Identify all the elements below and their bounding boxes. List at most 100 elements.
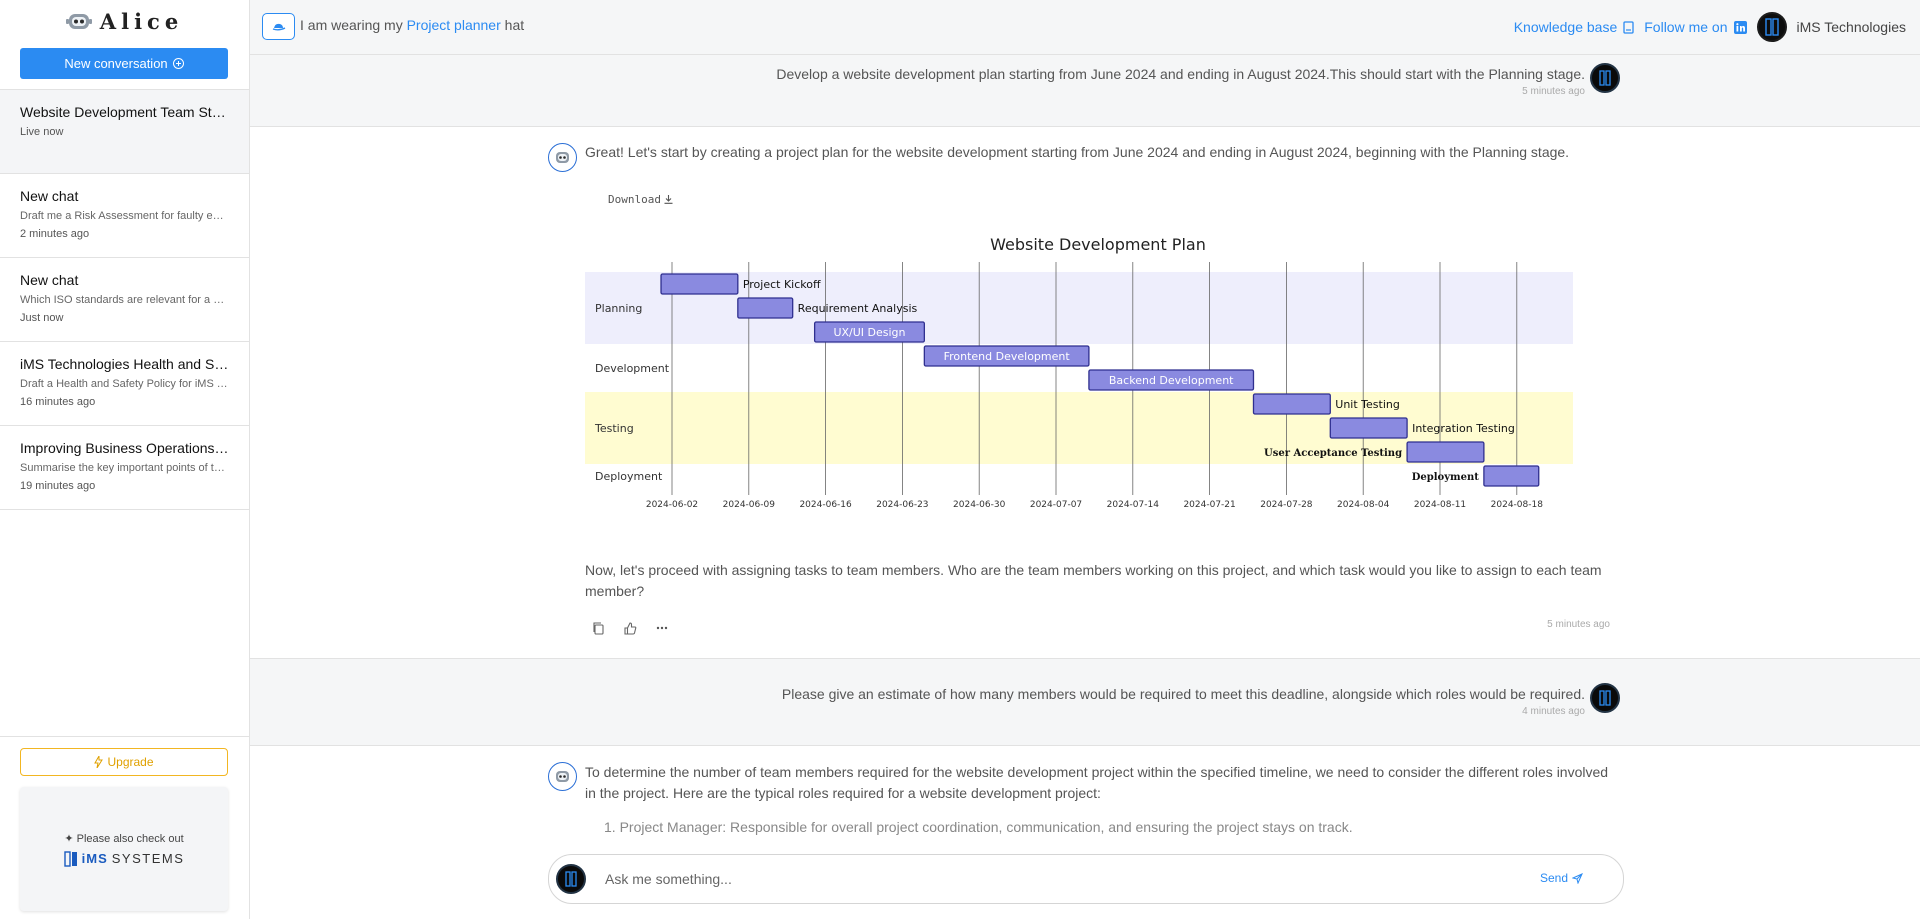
category-label: Deployment	[595, 470, 663, 483]
thumbs-up-icon	[623, 621, 636, 635]
chat-time: Just now	[20, 312, 64, 324]
task-label: UX/UI Design	[833, 326, 905, 339]
message-input[interactable]	[605, 869, 1485, 889]
upgrade-button[interactable]: Upgrade	[20, 748, 228, 776]
follow-link[interactable]: Follow me on	[1644, 19, 1747, 35]
promo-card[interactable]: ✦ Please also check out iMS SYSTEMS	[20, 787, 228, 911]
assistant-message-text: To determine the number of team members …	[585, 764, 1609, 801]
category-band	[585, 464, 1573, 488]
x-tick-label: 2024-06-02	[646, 500, 698, 510]
message-actions	[590, 620, 670, 636]
category-label: Testing	[594, 422, 634, 435]
message-composer: Send	[548, 854, 1624, 904]
chat-item[interactable]: iMS Technologies Health and Safety Polic…	[0, 342, 249, 426]
hat-button[interactable]	[262, 13, 295, 40]
chart-title: Website Development Plan	[990, 235, 1206, 254]
knowledge-base-link[interactable]: Knowledge base	[1514, 19, 1635, 35]
chat-preview: Draft a Health and Safety Policy for iMS…	[20, 378, 229, 390]
task-label: User Acceptance Testing	[1264, 448, 1402, 459]
linkedin-icon	[1733, 20, 1747, 34]
task-label: Requirement Analysis	[798, 302, 918, 315]
category-label: Planning	[595, 302, 642, 315]
hat-suffix: hat	[504, 17, 525, 33]
download-icon	[664, 195, 673, 204]
x-tick-label: 2024-07-14	[1107, 500, 1160, 510]
user-message-text: Please give an estimate of how many memb…	[781, 686, 1585, 702]
send-button[interactable]: Send	[1540, 871, 1583, 885]
category-labels: Planning Development Testing Deployment	[594, 302, 670, 483]
chat-item[interactable]: New chat Which ISO standards are relevan…	[0, 258, 249, 342]
assistant-message-text: Great! Let's start by creating a project…	[585, 144, 1570, 160]
plus-circle-icon	[172, 58, 184, 69]
upgrade-label: Upgrade	[107, 755, 154, 769]
sidebar: Alice New conversation Website Developme…	[0, 0, 250, 919]
knowledge-base-label: Knowledge base	[1513, 19, 1618, 35]
hat-prefix: I am wearing my	[300, 17, 403, 33]
download-button[interactable]: Download	[608, 193, 673, 206]
thumbs-up-button[interactable]	[622, 620, 638, 636]
x-tick-label: 2024-07-28	[1260, 500, 1313, 510]
chat-time: Live now	[20, 126, 64, 138]
assistant-followup-text: Now, let's proceed with assigning tasks …	[585, 562, 1602, 599]
ims-systems-logo: iMS SYSTEMS	[63, 850, 185, 867]
promo-note-text: Please also check out	[76, 832, 184, 845]
task-bar	[1406, 441, 1485, 463]
x-tick-label: 2024-06-30	[953, 500, 1006, 510]
task-bar	[1483, 465, 1540, 487]
assistant-avatar	[548, 762, 577, 791]
task-label: Project Kickoff	[743, 278, 821, 291]
sparkle-icon: ✦	[64, 832, 74, 845]
robot-icon	[556, 152, 569, 163]
task-bar	[660, 273, 739, 295]
x-tick-label: 2024-08-11	[1414, 500, 1466, 510]
new-conversation-button[interactable]: New conversation	[20, 48, 228, 79]
chat-item[interactable]: New chat Draft me a Risk Assessment for …	[0, 174, 249, 258]
x-tick-label: 2024-06-16	[799, 500, 852, 510]
ellipsis-icon	[656, 626, 668, 630]
task-bars: Project Kickoff Requirement Analysis UX/UI…	[660, 273, 1540, 487]
copy-button[interactable]	[590, 620, 606, 636]
category-label: Development	[595, 362, 670, 375]
top-bar: I am wearing my Project planner hat Know…	[250, 0, 1920, 55]
org-name: iMS Technologies	[1796, 19, 1906, 35]
task-bar	[813, 321, 925, 343]
ims-logo-icon	[1599, 70, 1611, 86]
ims-logo-icon	[1599, 690, 1611, 706]
copy-icon	[593, 621, 604, 635]
chat-title: New chat	[20, 272, 79, 288]
task-bar	[1329, 417, 1408, 439]
chat-list: Website Development Team Structure Live …	[0, 89, 249, 510]
task-label: Unit Testing	[1335, 398, 1400, 411]
task-label: Frontend Development	[944, 350, 1071, 363]
hat-role[interactable]: Project planner	[406, 17, 501, 33]
task-bar	[1252, 393, 1331, 415]
x-tick-labels: 2024-06-02 2024-06-09 2024-06-16 2024-06-23…	[646, 500, 1543, 510]
chat-item[interactable]: Improving Business Operations Efficiency…	[0, 426, 249, 510]
promo-note: ✦ Please also check out	[64, 832, 183, 845]
new-conversation-label: New conversation	[64, 56, 168, 71]
sidebar-footer: Upgrade ✦ Please also check out iMS SYST…	[0, 736, 249, 919]
user-avatar	[556, 864, 586, 894]
gantt-chart: Website Development Plan Planning Develop…	[585, 235, 1573, 510]
chat-title: iMS Technologies Health and Safety Polic…	[20, 356, 229, 372]
chat-time: 16 minutes ago	[20, 396, 96, 408]
x-tick-label: 2024-07-21	[1183, 500, 1235, 510]
promo-brand-a: iMS	[81, 851, 108, 866]
chat-time: 2 minutes ago	[20, 228, 90, 240]
task-bar	[737, 297, 794, 319]
header-links: Knowledge base Follow me on	[1514, 11, 1906, 43]
chat-title: New chat	[20, 188, 79, 204]
message-time: 4 minutes ago	[1522, 706, 1585, 717]
chat-item-active[interactable]: Website Development Team Structure Live …	[0, 90, 249, 174]
x-tick-label: 2024-06-23	[876, 500, 928, 510]
ims-logo-icon	[1764, 18, 1779, 36]
lightning-icon	[94, 756, 104, 768]
hat-icon	[272, 23, 285, 30]
org-avatar[interactable]	[1756, 12, 1787, 42]
more-options-button[interactable]	[654, 620, 670, 636]
user-message: Develop a website development plan start…	[250, 55, 1920, 127]
x-tick-label: 2024-08-04	[1337, 500, 1390, 510]
download-label: Download	[608, 193, 661, 206]
task-label: Integration Testing	[1412, 422, 1515, 435]
message-time: 5 minutes ago	[1522, 86, 1585, 97]
